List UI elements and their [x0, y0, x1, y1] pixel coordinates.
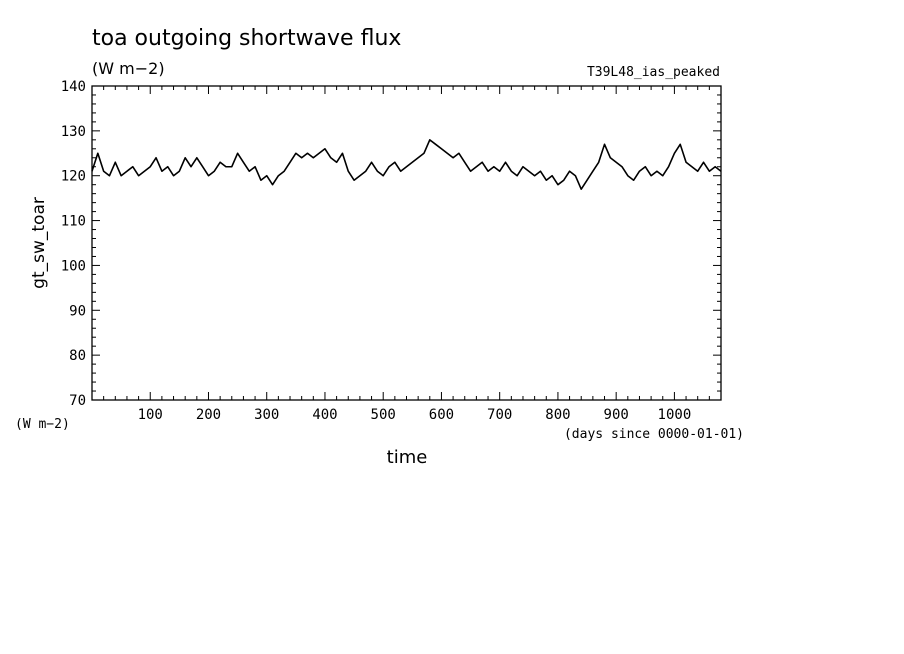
y-tick-label: 130 [61, 124, 86, 140]
y-axis-ticks [92, 85, 721, 401]
y-tick-label: 90 [69, 303, 86, 319]
run-label: T39L48_ias_peaked [587, 65, 720, 80]
x-tick-label: 100 [138, 407, 163, 423]
y-axis-label: gt_sw_toar [29, 197, 49, 289]
x-axis-tick-labels: 100 200 300 400 500 600 700 800 900 1000 [138, 407, 692, 423]
y-tick-label: 140 [61, 79, 86, 95]
x-axis-label: time [387, 447, 428, 468]
y-tick-label: 100 [61, 258, 86, 274]
x-tick-label: 800 [545, 407, 570, 423]
x-tick-label: 700 [487, 407, 512, 423]
x-tick-label: 1000 [658, 407, 692, 423]
y-tick-label: 120 [61, 169, 86, 185]
chart-title: toa outgoing shortwave flux [92, 26, 401, 51]
y-axis-units: (W m−2) [15, 417, 70, 432]
y-tick-label: 70 [69, 393, 86, 409]
y-tick-label: 80 [69, 348, 86, 364]
x-tick-label: 200 [196, 407, 221, 423]
x-tick-label: 900 [604, 407, 629, 423]
series-line [91, 139, 722, 190]
x-tick-label: 400 [312, 407, 337, 423]
y-axis-tick-labels: 70 80 90 100 110 120 130 140 [61, 79, 86, 409]
x-axis-units: (days since 0000-01-01) [564, 427, 744, 442]
x-tick-label: 300 [254, 407, 279, 423]
y-tick-label: 110 [61, 214, 86, 230]
plot-frame [91, 85, 722, 401]
x-axis-ticks [103, 86, 710, 400]
x-tick-label: 500 [371, 407, 396, 423]
chart-subtitle: (W m−2) [92, 59, 165, 78]
x-tick-label: 600 [429, 407, 454, 423]
